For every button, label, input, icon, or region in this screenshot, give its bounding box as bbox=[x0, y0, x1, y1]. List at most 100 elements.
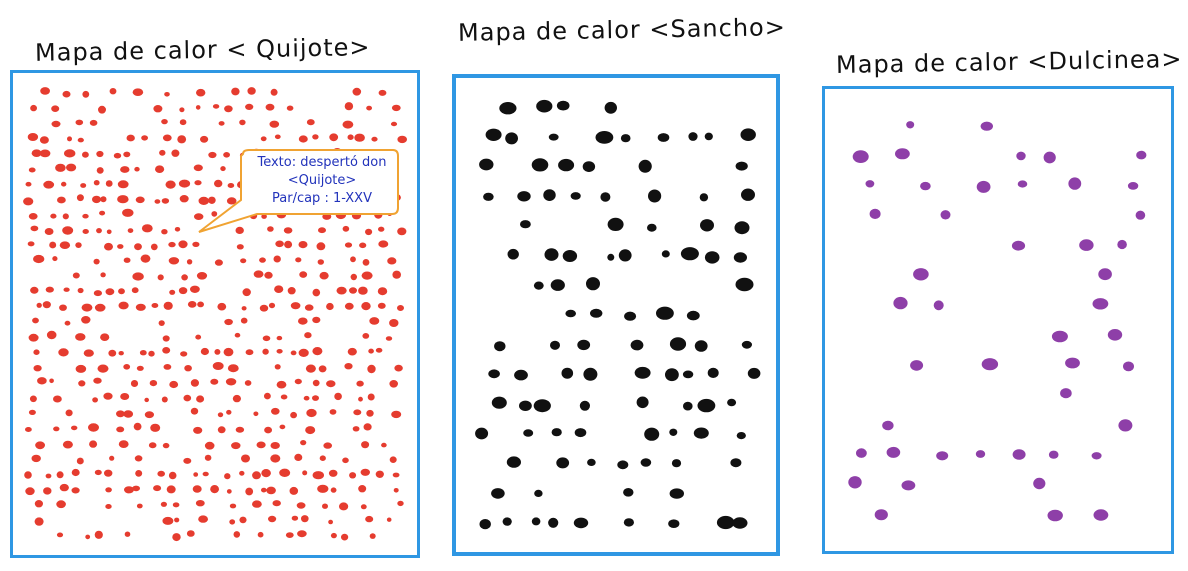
heatmap-dot bbox=[160, 501, 167, 507]
heatmap-dot bbox=[178, 240, 188, 249]
heatmap-dot bbox=[936, 451, 949, 461]
heatmap-dot bbox=[312, 379, 320, 387]
heatmap-dot bbox=[157, 470, 165, 477]
heatmap-dot bbox=[544, 248, 559, 261]
heatmap-dot bbox=[93, 377, 102, 384]
heatmap-dot bbox=[75, 333, 86, 341]
heatmap-dot bbox=[218, 121, 225, 126]
heatmap-dot bbox=[31, 454, 41, 463]
heatmap-box-quijote bbox=[10, 70, 420, 558]
heatmap-dot bbox=[296, 502, 306, 509]
heatmap-dot bbox=[298, 348, 309, 357]
heatmap-dot bbox=[34, 517, 44, 526]
heatmap-dot bbox=[162, 442, 170, 449]
heatmap-dot bbox=[644, 427, 660, 441]
heatmap-dot bbox=[44, 228, 54, 235]
heatmap-dot bbox=[144, 397, 149, 403]
heatmap-dot bbox=[136, 365, 144, 371]
heatmap-dot bbox=[96, 167, 104, 174]
heatmap-dot bbox=[35, 441, 45, 450]
heatmap-dot bbox=[49, 378, 54, 384]
heatmap-dot bbox=[166, 485, 176, 494]
heatmap-dot bbox=[976, 180, 991, 193]
heatmap-dot bbox=[342, 225, 350, 232]
heatmap-dot bbox=[368, 348, 374, 354]
heatmap-dot bbox=[520, 220, 531, 229]
heatmap-dot bbox=[45, 286, 54, 293]
heatmap-dot bbox=[607, 217, 624, 231]
heatmap-dot bbox=[212, 104, 220, 109]
heatmap-dot bbox=[93, 180, 100, 186]
heatmap-dot bbox=[697, 398, 716, 413]
heatmap-dot bbox=[893, 296, 908, 310]
heatmap-dot bbox=[1127, 182, 1139, 190]
heatmap-dot bbox=[350, 256, 356, 263]
heatmap-dot bbox=[184, 365, 192, 372]
heatmap-dot bbox=[322, 503, 328, 509]
heatmap-dot bbox=[187, 301, 197, 308]
heatmap-dot bbox=[306, 408, 317, 418]
heatmap-dot bbox=[334, 392, 342, 401]
heatmap-dot bbox=[391, 410, 402, 419]
heatmap-dot bbox=[707, 367, 719, 378]
heatmap-dot bbox=[172, 502, 180, 508]
heatmap-dot bbox=[220, 166, 226, 172]
heatmap-dot bbox=[62, 226, 74, 235]
heatmap-dot bbox=[328, 469, 338, 477]
heatmap-dot bbox=[197, 301, 205, 308]
heatmap-dot bbox=[30, 104, 37, 112]
heatmap-dot bbox=[75, 242, 82, 249]
heatmap-dot bbox=[304, 332, 312, 339]
heatmap-dot bbox=[168, 257, 180, 265]
heatmap-dot bbox=[158, 320, 165, 326]
heatmap-dot bbox=[548, 517, 559, 528]
heatmap-dot bbox=[198, 515, 209, 523]
heatmap-dot bbox=[100, 196, 107, 203]
heatmap-dot bbox=[312, 134, 319, 140]
heatmap-dot bbox=[344, 302, 354, 310]
heatmap-dot bbox=[270, 88, 278, 96]
heatmap-dot bbox=[479, 158, 494, 171]
heatmap-dot bbox=[82, 90, 90, 98]
heatmap-dot bbox=[120, 166, 130, 173]
heatmap-dot bbox=[305, 426, 316, 435]
heatmap-dot bbox=[36, 302, 42, 308]
heatmap-dot bbox=[49, 241, 57, 249]
heatmap-dot bbox=[153, 485, 162, 492]
heatmap-dot bbox=[162, 335, 170, 342]
heatmap-dot bbox=[274, 285, 284, 293]
heatmap-dot bbox=[693, 427, 709, 439]
heatmap-dot bbox=[734, 221, 750, 235]
heatmap-dot bbox=[389, 319, 399, 327]
heatmap-dot bbox=[132, 88, 144, 96]
heatmap-dot bbox=[264, 271, 273, 279]
heatmap-dot bbox=[34, 500, 43, 508]
heatmap-dot bbox=[330, 487, 337, 493]
heatmap-dot bbox=[51, 120, 61, 128]
heatmap-dot bbox=[85, 534, 91, 540]
heatmap-dot bbox=[290, 350, 297, 356]
heatmap-dot bbox=[491, 488, 505, 499]
heatmap-dot bbox=[153, 105, 163, 113]
heatmap-dot bbox=[920, 181, 931, 191]
heatmap-dot bbox=[100, 333, 110, 342]
heatmap-dot bbox=[123, 364, 131, 370]
heatmap-dot bbox=[523, 429, 534, 437]
heatmap-dot bbox=[344, 102, 354, 111]
heatmap-dot bbox=[196, 88, 206, 97]
heatmap-dot bbox=[179, 195, 189, 203]
heatmap-dot bbox=[869, 208, 881, 219]
heatmap-dot bbox=[638, 159, 652, 173]
heatmap-dot bbox=[536, 99, 553, 113]
heatmap-dot bbox=[686, 310, 700, 321]
heatmap-dot bbox=[135, 470, 143, 477]
heatmap-dot bbox=[362, 259, 370, 266]
heatmap-dot bbox=[131, 287, 139, 294]
heatmap-dot bbox=[261, 214, 267, 219]
heatmap-dot bbox=[294, 378, 302, 385]
heatmap-dot bbox=[270, 442, 280, 449]
heatmap-dot bbox=[262, 335, 271, 342]
heatmap-dot bbox=[390, 121, 398, 127]
heatmap-dot bbox=[103, 392, 113, 400]
heatmap-dot bbox=[193, 164, 203, 172]
